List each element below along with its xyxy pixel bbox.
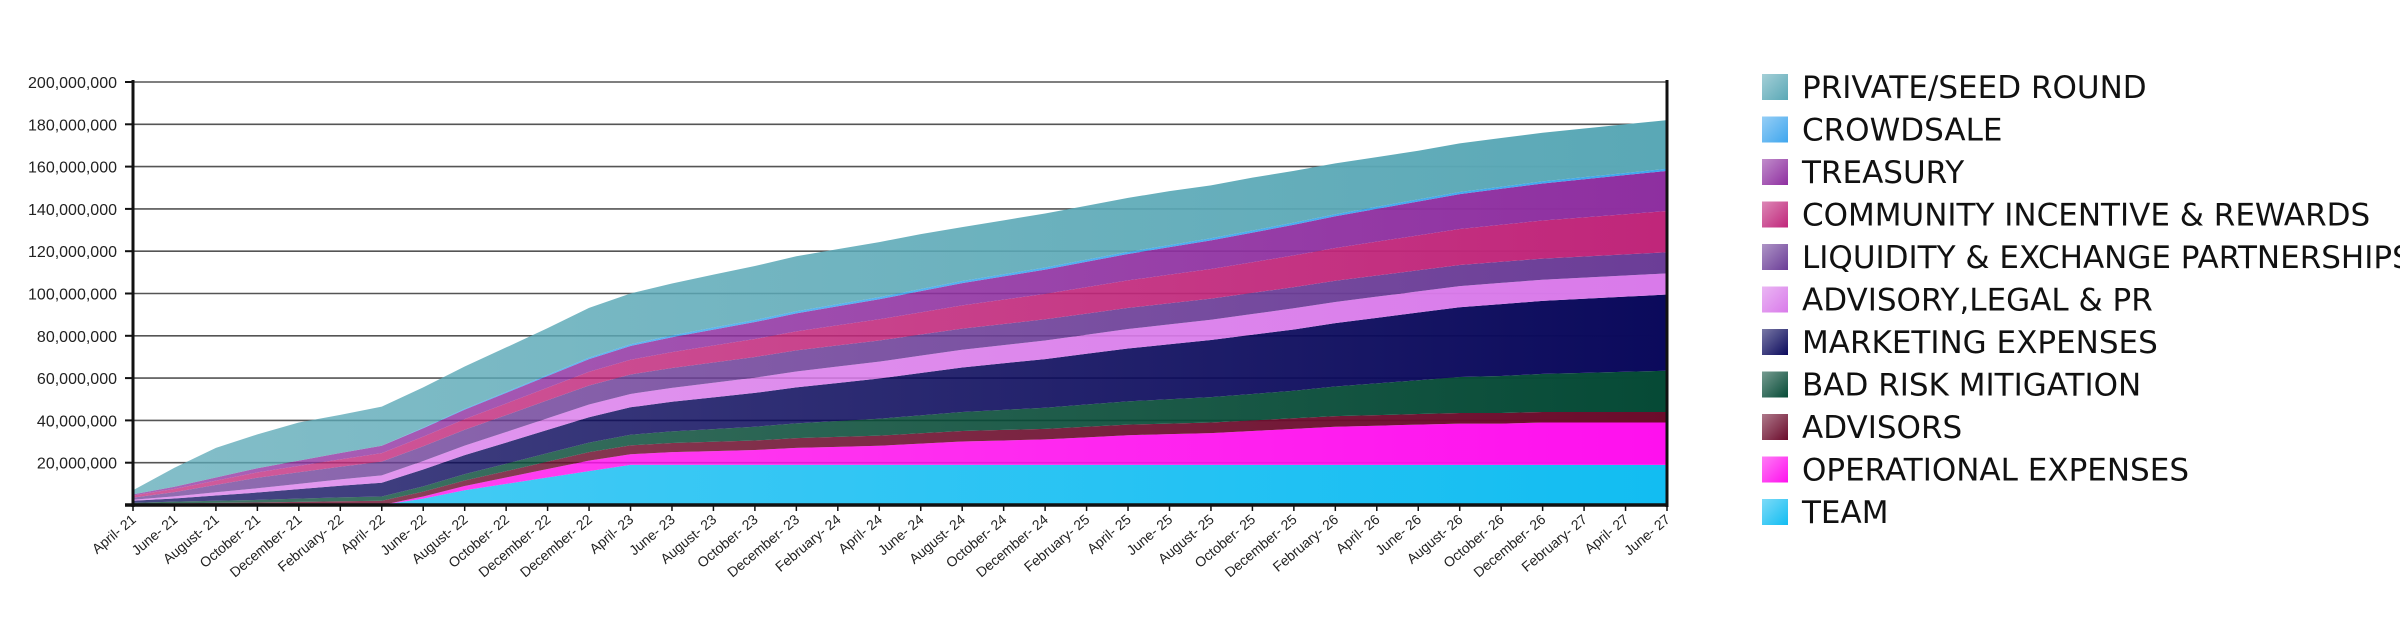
legend-label-marketing-expenses: MARKETING EXPENSES bbox=[1802, 325, 2158, 361]
y-tick-label: 80,000,000 bbox=[37, 329, 117, 346]
legend-label-bad-risk-mitigation: BAD RISK MITIGATION bbox=[1802, 368, 2141, 404]
legend-swatch-treasury bbox=[1762, 159, 1788, 185]
legend-swatch-operational-expenses bbox=[1762, 456, 1788, 483]
legend-swatch-bad-risk-mitigation bbox=[1762, 371, 1788, 398]
legend-label-crowdsale: CROWDSALE bbox=[1802, 113, 2002, 149]
y-axis-ticks: 20,000,000 40,000,000 60,000,000 80,000,000… bbox=[28, 75, 133, 473]
area-advisory-legal-pr bbox=[133, 273, 1667, 501]
area-marketing-expenses bbox=[133, 294, 1667, 503]
y-tick-label: 20,000,000 bbox=[37, 456, 117, 473]
x-tick-label: December- 26 bbox=[1470, 511, 1548, 580]
legend-swatch-marketing-expenses bbox=[1762, 329, 1788, 355]
area-series bbox=[133, 120, 1667, 505]
legend-label-operational-expenses: OPERATIONAL EXPENSES bbox=[1802, 453, 2189, 489]
x-tick-label: December- 24 bbox=[973, 511, 1051, 580]
legend-label-liquidity-exchange-partnerships: LIQUIDITY & EXCHANGE PARTNERSHIPS bbox=[1802, 240, 2400, 276]
x-tick-label: December- 22 bbox=[475, 511, 553, 580]
area-treasury bbox=[133, 170, 1667, 496]
legend-swatch-liquidity-exchange-partnerships bbox=[1762, 244, 1788, 270]
legend-swatch-advisory-legal-pr bbox=[1762, 286, 1788, 313]
legend-swatch-private-seed-round bbox=[1762, 74, 1788, 100]
y-tick-label: 160,000,000 bbox=[28, 160, 117, 177]
y-tick-label: 120,000,000 bbox=[28, 244, 117, 261]
legend-label-community-incentive-rewards: COMMUNITY INCENTIVE & REWARDS bbox=[1802, 198, 2370, 234]
legend-swatch-crowdsale bbox=[1762, 116, 1788, 143]
y-tick-label: 180,000,000 bbox=[28, 117, 117, 134]
legend: PRIVATE/SEED ROUND CROWDSALE TREASURY COMMU… bbox=[1762, 70, 2400, 531]
x-tick-label: June- 27 bbox=[1621, 511, 1673, 558]
area-operational-expenses bbox=[133, 422, 1667, 505]
area-bad-risk-mitigation bbox=[133, 370, 1667, 504]
legend-label-private-seed-round: PRIVATE/SEED ROUND bbox=[1802, 70, 2147, 106]
legend-swatch-community-incentive-rewards bbox=[1762, 201, 1788, 228]
area-community-incentive-rewards bbox=[133, 211, 1667, 498]
area-advisors bbox=[133, 411, 1667, 505]
y-tick-label: 40,000,000 bbox=[37, 413, 117, 430]
legend-label-advisors: ADVISORS bbox=[1802, 410, 1962, 446]
legend-swatch-advisors bbox=[1762, 414, 1788, 440]
area-team bbox=[133, 464, 1667, 505]
x-tick-label: December- 21 bbox=[227, 511, 305, 580]
area-private-seed-round bbox=[133, 120, 1667, 495]
x-tick-label: December- 25 bbox=[1222, 511, 1300, 580]
area-liquidity-exchange-partnerships bbox=[133, 252, 1667, 500]
x-tick-label: December- 22 bbox=[517, 511, 595, 580]
legend-label-team: TEAM bbox=[1801, 495, 1888, 531]
legend-label-treasury: TREASURY bbox=[1801, 155, 1964, 191]
y-tick-label: 60,000,000 bbox=[37, 371, 117, 388]
y-tick-label: 100,000,000 bbox=[28, 287, 117, 304]
y-tick-label: 200,000,000 bbox=[28, 75, 117, 92]
y-tick-label: 140,000,000 bbox=[28, 202, 117, 219]
x-tick-label: December- 23 bbox=[724, 511, 802, 580]
legend-swatch-team bbox=[1762, 499, 1788, 525]
legend-label-advisory-legal-pr: ADVISORY,LEGAL & PR bbox=[1802, 283, 2153, 319]
